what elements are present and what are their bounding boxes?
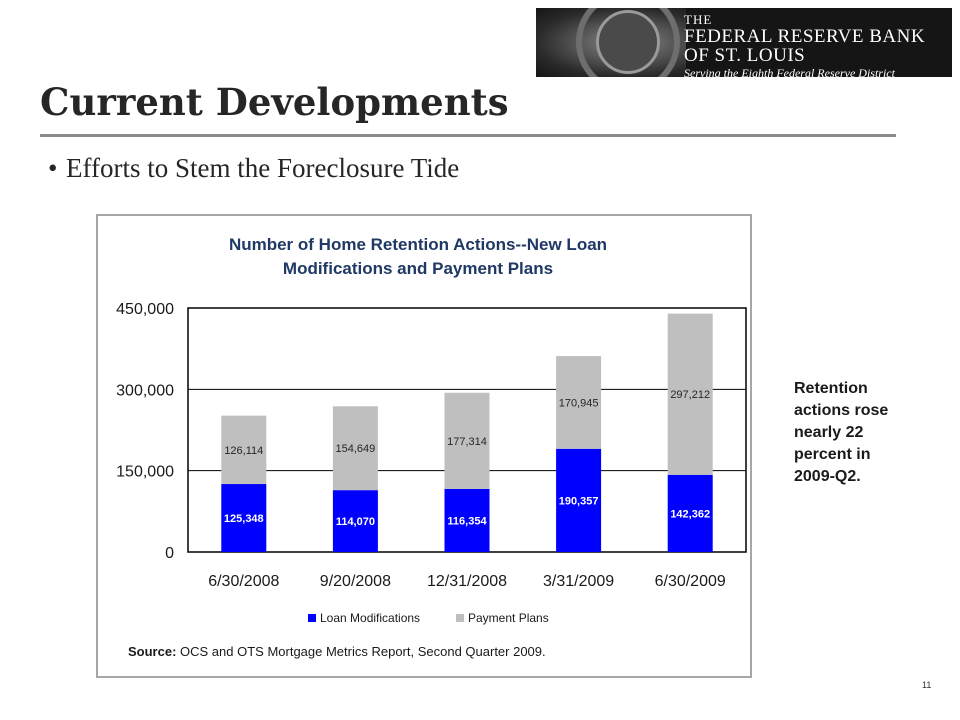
title-divider <box>40 134 896 137</box>
logo-line3: OF ST. LOUIS <box>684 45 806 66</box>
data-label: 114,070 <box>336 516 375 528</box>
y-tick-label: 450,000 <box>116 301 174 318</box>
legend-label: Loan Modifications <box>320 611 420 625</box>
bullet-point: • Efforts to Stem the Foreclosure Tide <box>48 153 459 184</box>
data-label: 125,348 <box>224 513 264 525</box>
bar-loan-modifications <box>556 448 602 552</box>
seal-inner-ring <box>596 10 660 74</box>
x-tick-label: 6/30/2008 <box>208 573 279 590</box>
x-tick-label: 3/31/2009 <box>543 573 614 590</box>
bullet-text: Efforts to Stem the Foreclosure Tide <box>66 153 460 183</box>
logo-line1: THE <box>684 12 713 27</box>
data-label: 116,354 <box>447 515 487 527</box>
chart-title-line2: Modifications and Payment Plans <box>283 259 553 278</box>
y-tick-label: 150,000 <box>116 464 174 481</box>
data-label: 297,212 <box>670 389 710 401</box>
chart-title-line1: Number of Home Retention Actions--New Lo… <box>229 235 607 254</box>
stacked-bar-chart: Number of Home Retention Actions--New Lo… <box>116 235 747 659</box>
bar-loan-modifications <box>444 488 490 552</box>
legend-swatch <box>456 614 464 622</box>
x-tick-label: 12/31/2008 <box>427 573 507 590</box>
bar-payment-plans <box>332 406 378 491</box>
chart-source: Source: OCS and OTS Mortgage Metrics Rep… <box>128 644 546 659</box>
logo-text: THE FEDERAL RESERVE BANK OF ST. LOUIS Se… <box>684 12 925 77</box>
source-label: Source: <box>128 644 176 659</box>
chart-frame: Number of Home Retention Actions--New Lo… <box>96 214 752 678</box>
page-title: Current Developments <box>40 80 509 124</box>
bar-payment-plans <box>556 356 602 449</box>
x-tick-label: 9/20/2008 <box>320 573 391 590</box>
bullet-icon: • <box>48 153 58 183</box>
legend-label: Payment Plans <box>468 611 549 625</box>
data-label: 126,114 <box>224 445 263 457</box>
retention-note: Retention actions rose nearly 22 percent… <box>794 380 889 485</box>
bar-payment-plans <box>221 415 267 485</box>
bar-payment-plans <box>444 392 490 489</box>
bar-payment-plans <box>667 313 713 475</box>
federal-reserve-logo: THE FEDERAL RESERVE BANK OF ST. LOUIS Se… <box>536 8 952 77</box>
data-label: 190,357 <box>559 495 599 507</box>
source-text: OCS and OTS Mortgage Metrics Report, Sec… <box>176 644 545 659</box>
y-tick-label: 300,000 <box>116 382 174 399</box>
bar-loan-modifications <box>221 484 267 552</box>
data-label: 154,649 <box>336 443 376 455</box>
data-label: 170,945 <box>559 397 599 409</box>
page-number: 11 <box>922 680 932 690</box>
seal-emblem <box>536 8 686 77</box>
bar-loan-modifications <box>332 490 378 552</box>
data-label: 177,314 <box>447 436 487 448</box>
x-tick-label: 6/30/2009 <box>655 573 726 590</box>
logo-line2: FEDERAL RESERVE BANK <box>684 26 926 47</box>
legend-swatch <box>308 614 316 622</box>
logo-tagline: Serving the Eighth Federal Reserve Distr… <box>684 66 895 77</box>
bar-loan-modifications <box>667 474 713 552</box>
seal-outer-ring <box>576 8 680 77</box>
y-tick-label: 0 <box>165 545 174 562</box>
data-label: 142,362 <box>670 508 710 520</box>
